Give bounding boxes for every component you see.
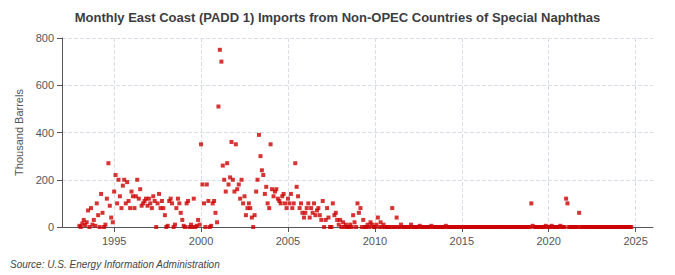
svg-text:800: 800: [36, 32, 54, 44]
svg-text:2015: 2015: [450, 235, 474, 247]
svg-text:2020: 2020: [536, 235, 560, 247]
svg-text:600: 600: [36, 79, 54, 91]
svg-text:400: 400: [36, 127, 54, 139]
svg-text:Monthly East Coast (PADD 1) Im: Monthly East Coast (PADD 1) Imports from…: [75, 10, 601, 25]
svg-text:Source: U.S. Energy Informatio: Source: U.S. Energy Information Administ…: [10, 259, 220, 270]
svg-text:2000: 2000: [189, 235, 213, 247]
svg-text:2005: 2005: [276, 235, 300, 247]
svg-text:200: 200: [36, 174, 54, 186]
svg-text:1995: 1995: [102, 235, 126, 247]
svg-text:0: 0: [48, 221, 54, 233]
svg-text:2010: 2010: [363, 235, 387, 247]
svg-text:2025: 2025: [623, 235, 647, 247]
svg-text:Thousand Barrels: Thousand Barrels: [13, 89, 25, 176]
